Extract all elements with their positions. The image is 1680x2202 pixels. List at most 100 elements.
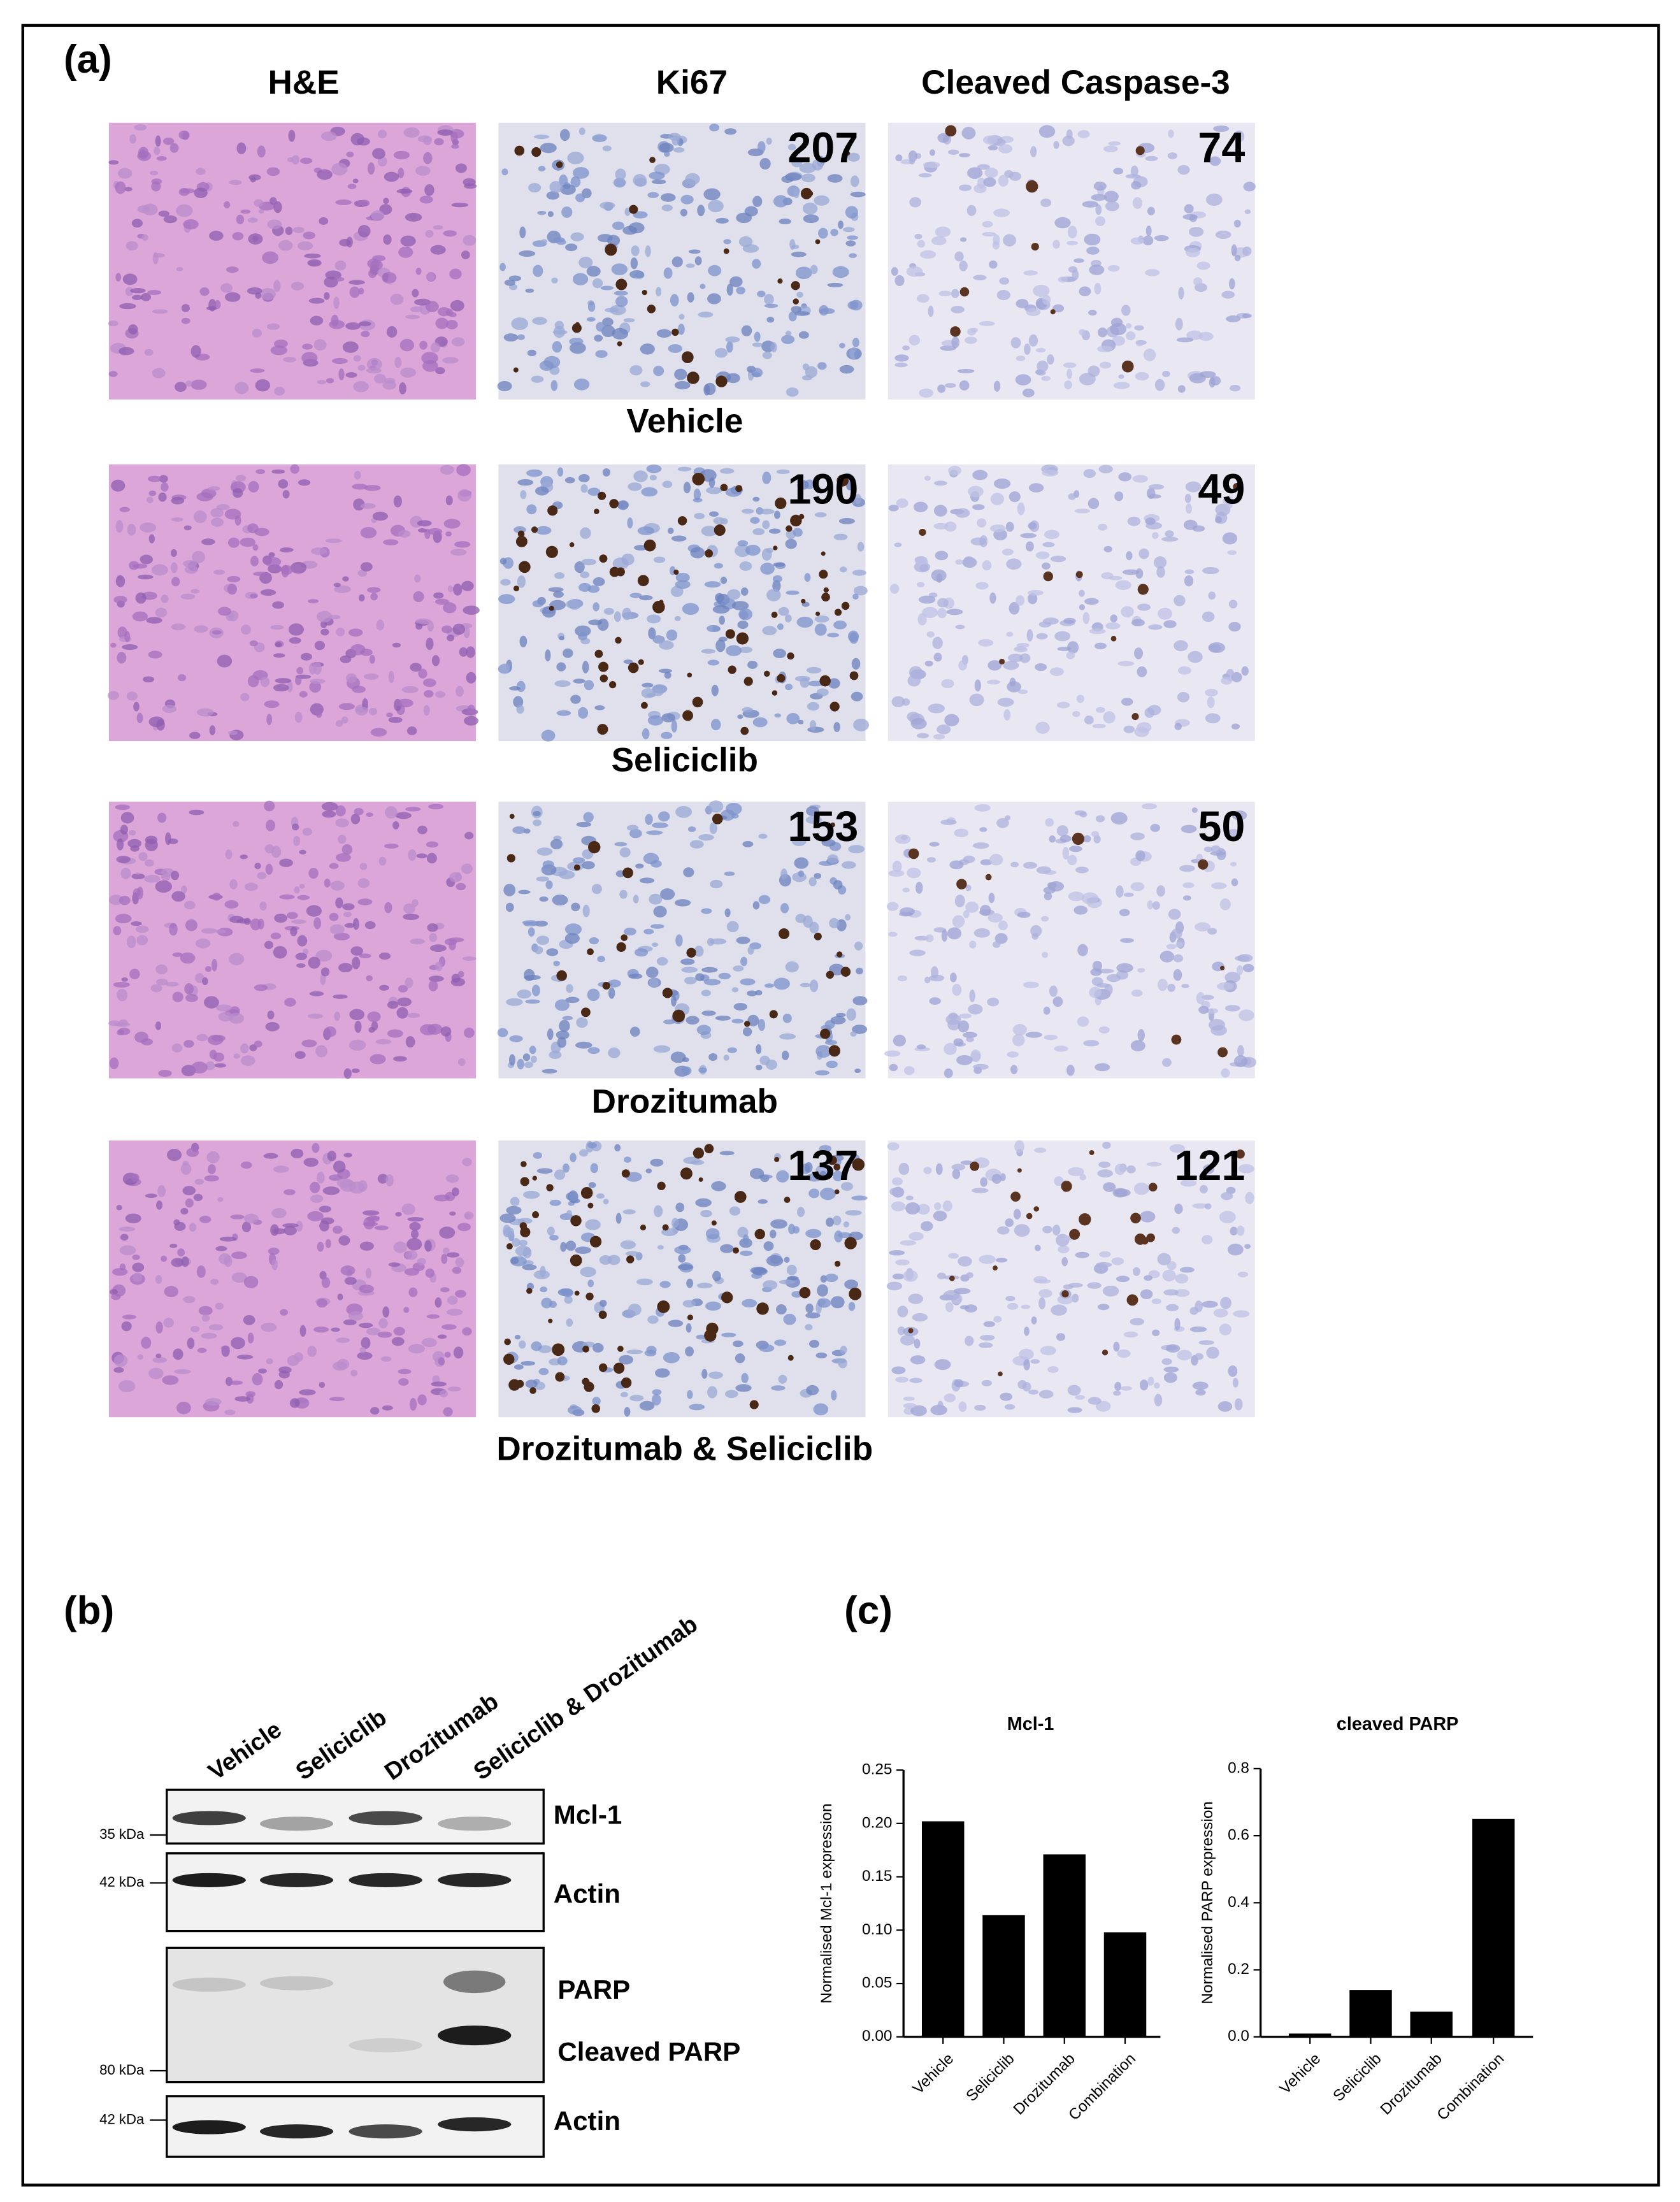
stained-cell [828, 1045, 840, 1057]
cell [773, 977, 790, 990]
cell [1133, 1183, 1149, 1195]
cell [231, 1337, 245, 1349]
cell [1012, 1033, 1025, 1047]
cell [741, 1372, 749, 1383]
cell [564, 1296, 573, 1304]
cell [1097, 1169, 1114, 1177]
cell [463, 605, 480, 615]
cell [1209, 377, 1216, 388]
micrograph [108, 122, 477, 399]
cell [377, 1174, 389, 1184]
cell [766, 1255, 784, 1267]
cell [587, 585, 600, 593]
cell [522, 1053, 531, 1061]
cell [446, 1309, 463, 1316]
cell [499, 663, 510, 673]
stained-cell [693, 1148, 705, 1159]
cell [750, 517, 760, 524]
cell [243, 1314, 255, 1325]
cell [213, 570, 225, 575]
cell [294, 1352, 303, 1362]
cell [673, 147, 685, 153]
cell [652, 1389, 662, 1395]
cell [819, 1170, 827, 1179]
cell [850, 175, 859, 187]
cell [814, 512, 827, 517]
cell [285, 226, 293, 235]
cell [300, 157, 313, 164]
cell [522, 1264, 537, 1270]
cell [786, 387, 799, 397]
cell [814, 195, 829, 206]
cell [775, 1304, 787, 1315]
cell [434, 961, 443, 972]
cell [711, 684, 719, 696]
stained-cell [517, 530, 525, 538]
cell [674, 615, 681, 621]
cell [122, 273, 138, 285]
cell [785, 538, 797, 549]
cell [408, 849, 417, 861]
cell [319, 217, 329, 225]
stained-cell [1217, 1047, 1228, 1058]
cell [394, 357, 402, 368]
cell [762, 520, 770, 529]
cell [1224, 1005, 1240, 1012]
cell [549, 1199, 561, 1206]
cell [333, 994, 348, 999]
stained-cell [519, 561, 531, 573]
cell [944, 521, 957, 532]
cell [1027, 593, 1038, 605]
cell [955, 624, 965, 630]
blot-band [172, 1977, 246, 1992]
cell [851, 691, 863, 702]
cell [908, 1232, 924, 1241]
cell [141, 1337, 152, 1349]
band-label: Actin [554, 2106, 621, 2136]
cell [714, 593, 724, 603]
stained-cell [1017, 1168, 1022, 1173]
cell [405, 1250, 418, 1260]
cell [141, 292, 152, 301]
cell [1196, 992, 1205, 1005]
cell [935, 1163, 943, 1176]
cell [358, 1180, 368, 1192]
cell [1107, 264, 1120, 272]
cell [229, 879, 238, 889]
cell [891, 1201, 906, 1212]
cell [1179, 865, 1195, 872]
cell [366, 975, 373, 982]
cell [386, 712, 393, 717]
cell [978, 639, 994, 647]
blot-band [438, 1873, 512, 1887]
cell [418, 668, 427, 679]
cell [567, 1406, 582, 1415]
cell [1028, 334, 1038, 347]
cell [1102, 1285, 1119, 1297]
cell [434, 691, 445, 698]
stained-cell [637, 575, 649, 587]
cell [417, 1394, 427, 1406]
cell [231, 1251, 247, 1260]
cell [614, 842, 628, 847]
cell [268, 552, 275, 558]
cell [559, 129, 570, 141]
cell [509, 686, 521, 691]
cell [1056, 702, 1070, 709]
cell [339, 238, 351, 247]
cell [961, 126, 976, 140]
y-tick-label: 0.8 [1228, 1759, 1249, 1776]
cell [151, 181, 161, 192]
cell [205, 966, 212, 972]
cell [1099, 1251, 1111, 1258]
cell [1147, 1376, 1154, 1386]
cell [840, 566, 847, 573]
cell [827, 174, 843, 183]
cell [540, 1286, 548, 1293]
cell [1118, 472, 1132, 482]
cell [274, 913, 287, 923]
cell [426, 841, 439, 848]
cell [969, 989, 975, 1002]
cell [273, 684, 289, 692]
cell [612, 221, 625, 231]
